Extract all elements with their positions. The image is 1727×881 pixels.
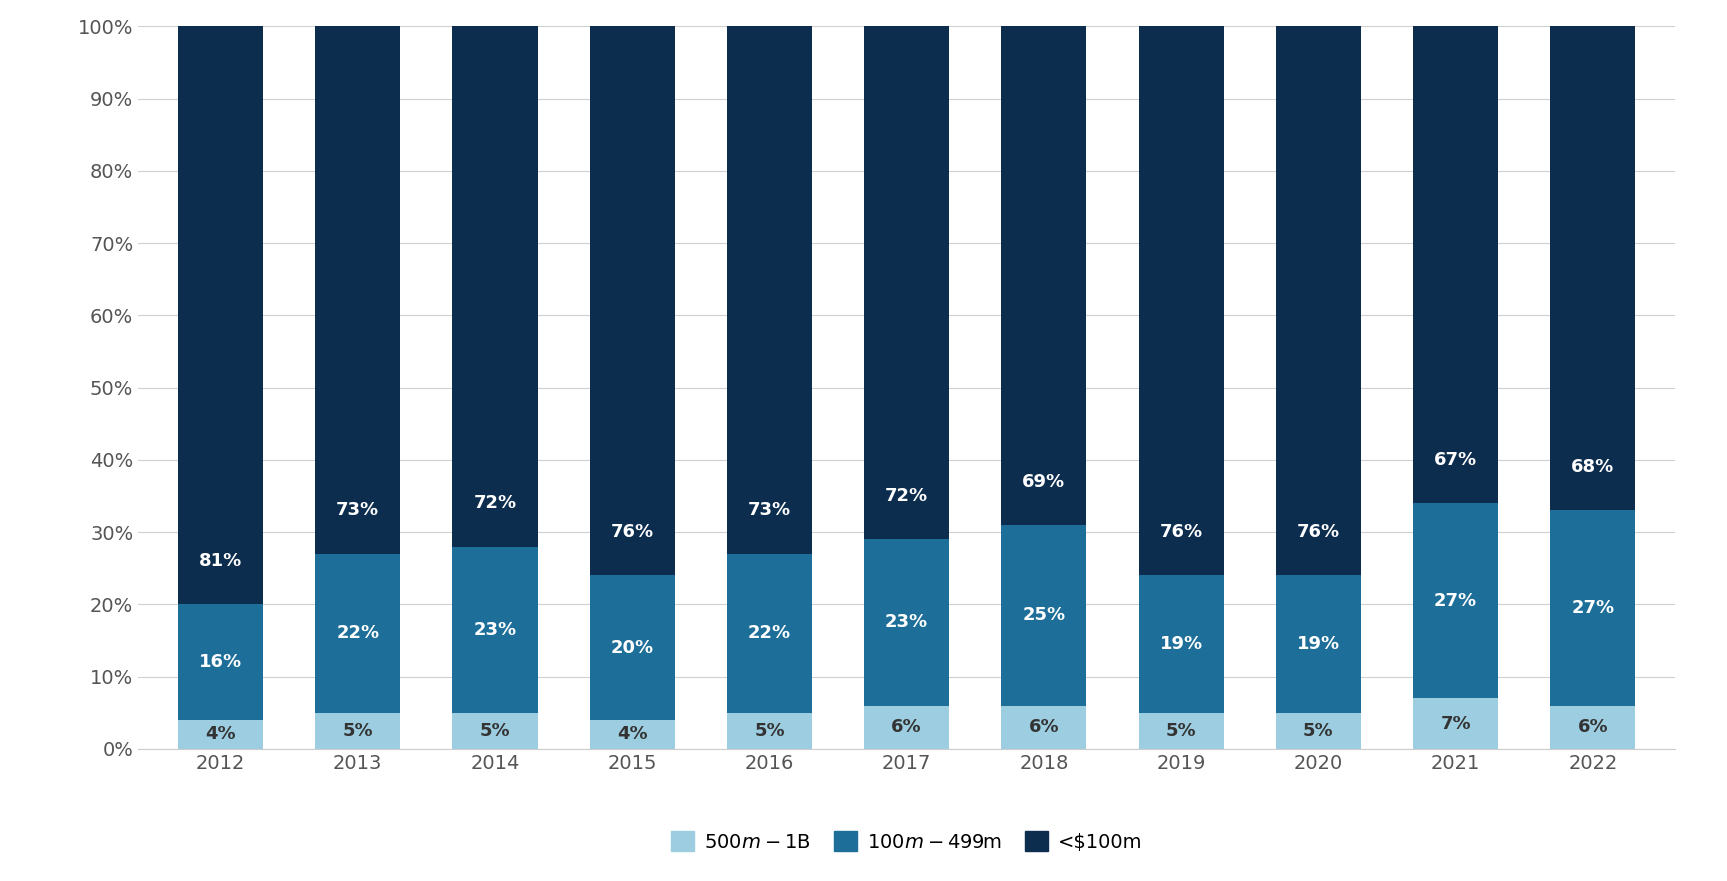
Bar xyxy=(1551,706,1635,749)
Text: 22%: 22% xyxy=(337,625,380,642)
Bar xyxy=(452,713,537,749)
Bar xyxy=(316,554,401,713)
Text: 6%: 6% xyxy=(1577,718,1608,737)
Text: 69%: 69% xyxy=(1022,472,1066,491)
Text: 16%: 16% xyxy=(199,653,242,671)
Bar xyxy=(1276,26,1361,575)
Text: 27%: 27% xyxy=(1433,592,1477,610)
Text: 72%: 72% xyxy=(473,494,516,512)
Text: 23%: 23% xyxy=(473,620,516,639)
Text: 25%: 25% xyxy=(1022,606,1066,625)
Text: 5%: 5% xyxy=(1304,722,1333,740)
Bar xyxy=(1002,26,1086,525)
Bar xyxy=(727,554,812,713)
Bar xyxy=(1002,706,1086,749)
Bar xyxy=(1413,699,1497,749)
Text: 23%: 23% xyxy=(886,613,927,632)
Bar xyxy=(1276,713,1361,749)
Text: 73%: 73% xyxy=(748,501,791,520)
Bar xyxy=(178,19,263,604)
Text: 6%: 6% xyxy=(891,718,922,737)
Bar xyxy=(316,713,401,749)
Text: 6%: 6% xyxy=(1029,718,1059,737)
Text: 5%: 5% xyxy=(342,722,373,740)
Bar xyxy=(452,546,537,713)
Bar xyxy=(589,575,675,720)
Text: 5%: 5% xyxy=(480,722,509,740)
Bar xyxy=(727,26,812,554)
Bar xyxy=(727,713,812,749)
Bar xyxy=(589,26,675,575)
Text: 72%: 72% xyxy=(886,487,927,505)
Bar xyxy=(864,19,950,539)
Bar xyxy=(1138,575,1224,713)
Bar xyxy=(1551,510,1635,706)
Text: 22%: 22% xyxy=(748,625,791,642)
Bar xyxy=(1002,525,1086,706)
Text: 19%: 19% xyxy=(1159,635,1202,653)
Text: 4%: 4% xyxy=(206,725,237,744)
Text: 5%: 5% xyxy=(1166,722,1197,740)
Text: 5%: 5% xyxy=(755,722,784,740)
Bar xyxy=(178,604,263,720)
Bar xyxy=(1138,713,1224,749)
Bar xyxy=(589,720,675,749)
Bar xyxy=(1413,503,1497,699)
Bar xyxy=(452,26,537,546)
Bar xyxy=(864,706,950,749)
Bar xyxy=(178,720,263,749)
Bar xyxy=(316,26,401,554)
Text: 81%: 81% xyxy=(199,552,242,570)
Bar xyxy=(1138,26,1224,575)
Text: 27%: 27% xyxy=(1572,599,1615,617)
Bar xyxy=(864,539,950,706)
Legend: $500m-$1B, $100m-$499m, <$100m: $500m-$1B, $100m-$499m, <$100m xyxy=(663,824,1150,860)
Text: 4%: 4% xyxy=(617,725,648,744)
Text: 7%: 7% xyxy=(1440,714,1471,733)
Bar xyxy=(1413,19,1497,503)
Text: 20%: 20% xyxy=(611,639,655,656)
Text: 76%: 76% xyxy=(611,523,655,541)
Bar xyxy=(1276,575,1361,713)
Text: 19%: 19% xyxy=(1297,635,1340,653)
Text: 73%: 73% xyxy=(337,501,380,520)
Text: 67%: 67% xyxy=(1433,451,1477,469)
Text: 76%: 76% xyxy=(1159,523,1202,541)
Bar xyxy=(1551,19,1635,510)
Text: 76%: 76% xyxy=(1297,523,1340,541)
Text: 68%: 68% xyxy=(1572,458,1615,476)
